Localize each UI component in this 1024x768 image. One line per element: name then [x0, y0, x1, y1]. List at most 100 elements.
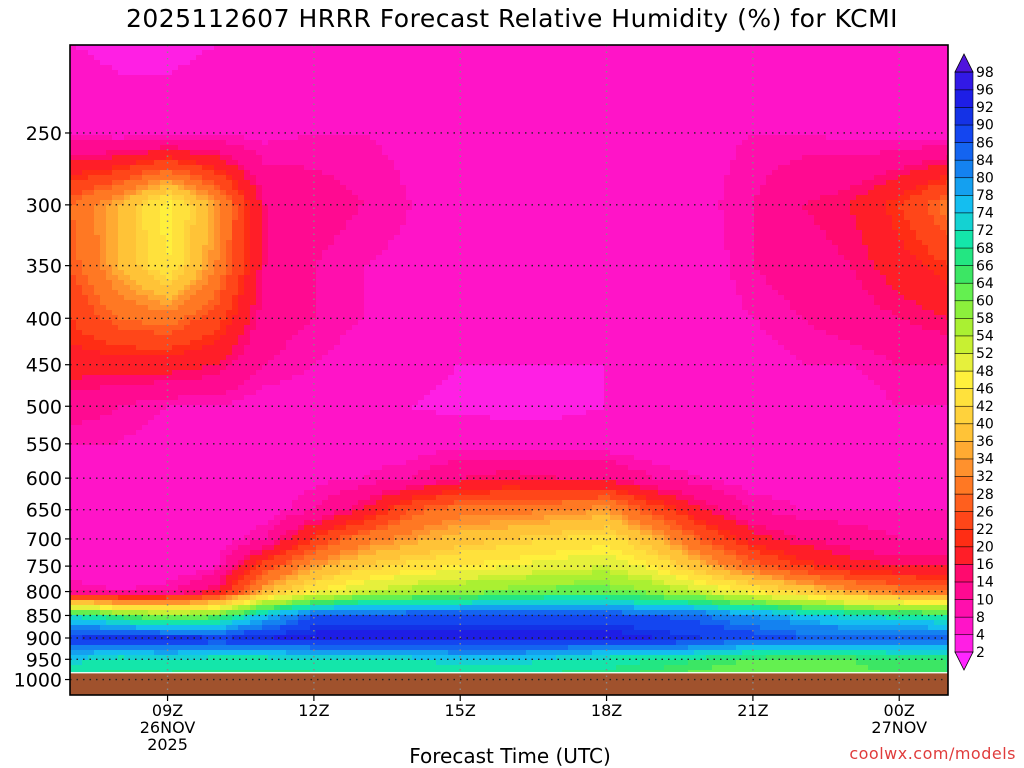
- rh-cell: [364, 80, 371, 86]
- rh-cell: [508, 185, 515, 191]
- rh-cell: [586, 55, 593, 61]
- rh-cell: [316, 150, 323, 156]
- rh-cell: [826, 145, 833, 151]
- rh-cell: [100, 70, 107, 76]
- rh-cell: [550, 205, 557, 211]
- rh-cell: [262, 55, 269, 61]
- rh-cell: [304, 90, 311, 96]
- rh-cell: [730, 200, 737, 206]
- rh-cell: [772, 115, 779, 121]
- rh-cell: [904, 145, 911, 151]
- rh-cell: [262, 60, 269, 66]
- rh-cell: [526, 175, 533, 181]
- rh-cell: [160, 100, 167, 106]
- rh-cell: [550, 155, 557, 161]
- rh-cell: [184, 145, 191, 151]
- rh-cell: [766, 175, 773, 181]
- rh-cell: [382, 205, 389, 211]
- rh-cell: [100, 205, 107, 211]
- rh-cell: [400, 155, 407, 161]
- rh-cell: [424, 125, 431, 131]
- rh-cell: [334, 50, 341, 56]
- rh-cell: [376, 120, 383, 126]
- rh-cell: [346, 190, 353, 196]
- rh-cell: [910, 130, 917, 136]
- rh-cell: [514, 145, 521, 151]
- rh-cell: [484, 170, 491, 176]
- rh-cell: [106, 105, 113, 111]
- rh-cell: [154, 50, 161, 56]
- rh-cell: [700, 145, 707, 151]
- rh-cell: [346, 100, 353, 106]
- rh-cell: [118, 200, 125, 206]
- rh-cell: [172, 105, 179, 111]
- rh-cell: [928, 195, 935, 201]
- rh-cell: [400, 135, 407, 141]
- rh-cell: [652, 45, 659, 51]
- rh-cell: [844, 165, 851, 171]
- rh-cell: [634, 130, 641, 136]
- rh-cell: [400, 120, 407, 126]
- rh-cell: [676, 170, 683, 176]
- rh-cell: [610, 185, 617, 191]
- rh-cell: [754, 205, 761, 211]
- rh-cell: [808, 60, 815, 66]
- rh-cell: [700, 85, 707, 91]
- rh-cell: [250, 60, 257, 66]
- rh-cell: [478, 160, 485, 166]
- rh-cell: [694, 185, 701, 191]
- rh-cell: [232, 205, 239, 211]
- rh-cell: [352, 105, 359, 111]
- rh-cell: [196, 210, 203, 216]
- rh-cell: [604, 170, 611, 176]
- rh-cell: [304, 50, 311, 56]
- rh-cell: [208, 60, 215, 66]
- rh-cell: [496, 200, 503, 206]
- rh-cell: [226, 100, 233, 106]
- rh-cell: [214, 125, 221, 131]
- rh-cell: [550, 130, 557, 136]
- rh-cell: [616, 95, 623, 101]
- rh-cell: [226, 75, 233, 81]
- rh-cell: [694, 80, 701, 86]
- rh-cell: [940, 120, 947, 126]
- rh-cell: [910, 170, 917, 176]
- rh-cell: [490, 80, 497, 86]
- rh-cell: [250, 100, 257, 106]
- rh-cell: [604, 145, 611, 151]
- rh-cell: [730, 95, 737, 101]
- rh-cell: [904, 100, 911, 106]
- rh-cell: [844, 100, 851, 106]
- rh-cell: [502, 160, 509, 166]
- rh-cell: [514, 155, 521, 161]
- rh-cell: [826, 85, 833, 91]
- rh-cell: [898, 100, 905, 106]
- rh-cell: [136, 185, 143, 191]
- rh-cell: [460, 145, 467, 151]
- rh-cell: [670, 75, 677, 81]
- rh-cell: [784, 75, 791, 81]
- rh-cell: [76, 190, 83, 196]
- rh-cell: [862, 105, 869, 111]
- rh-cell: [148, 105, 155, 111]
- rh-cell: [856, 150, 863, 156]
- rh-cell: [766, 165, 773, 171]
- rh-cell: [220, 70, 227, 76]
- rh-cell: [586, 115, 593, 121]
- rh-cell: [496, 145, 503, 151]
- rh-cell: [526, 200, 533, 206]
- rh-cell: [466, 140, 473, 146]
- rh-cell: [604, 195, 611, 201]
- rh-cell: [226, 170, 233, 176]
- rh-cell: [562, 180, 569, 186]
- rh-cell: [334, 105, 341, 111]
- rh-cell: [94, 140, 101, 146]
- rh-cell: [436, 150, 443, 156]
- rh-cell: [520, 55, 527, 61]
- rh-cell: [142, 120, 149, 126]
- rh-cell: [592, 125, 599, 131]
- rh-cell: [904, 155, 911, 161]
- rh-cell: [130, 180, 137, 186]
- rh-cell: [832, 155, 839, 161]
- rh-cell: [550, 195, 557, 201]
